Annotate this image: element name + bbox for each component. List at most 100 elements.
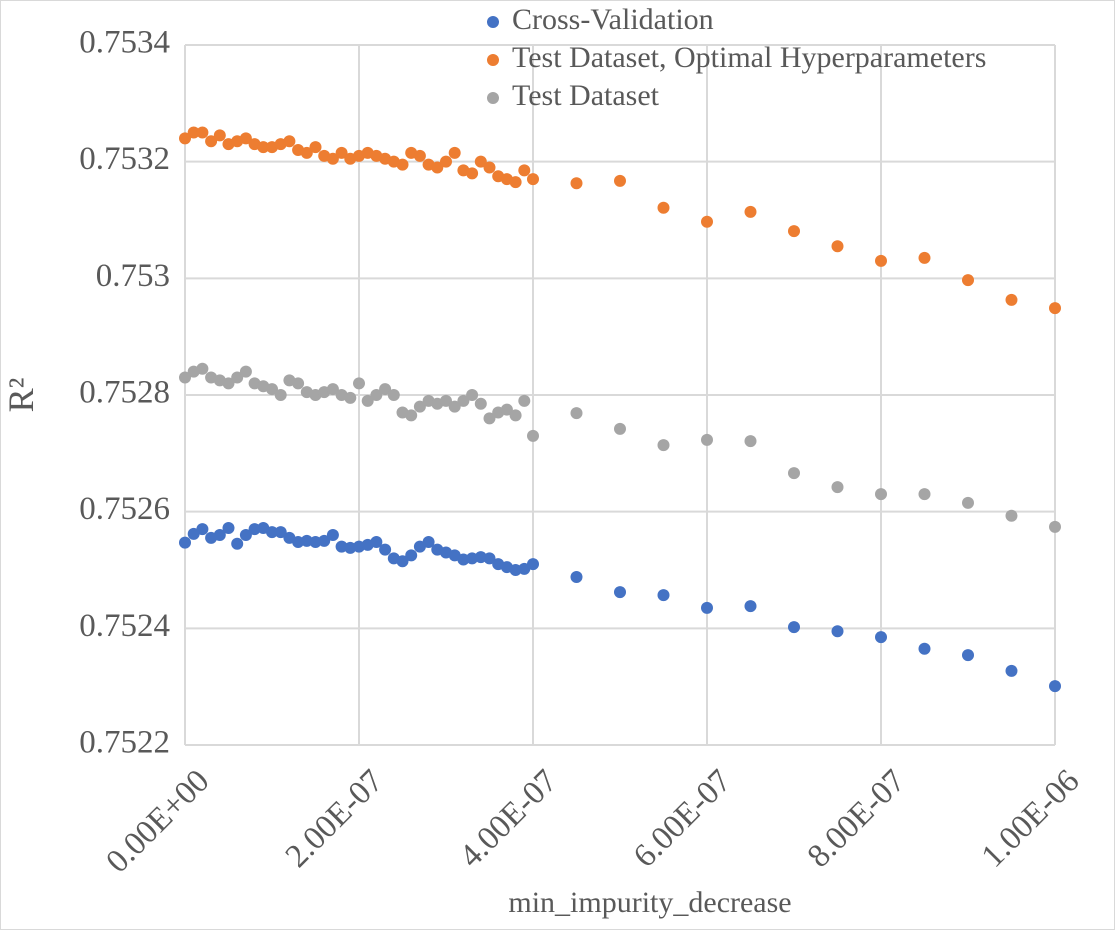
point (213, 129, 226, 142)
point (570, 177, 583, 190)
y-tick-label: 0.7524 (79, 608, 170, 644)
point (231, 537, 244, 550)
point (962, 649, 974, 662)
point (326, 529, 339, 541)
point (570, 407, 583, 420)
point (283, 135, 296, 148)
y-axis-label: R² (1, 378, 41, 413)
point (570, 571, 583, 583)
point (448, 146, 461, 159)
point (239, 365, 252, 378)
point (788, 225, 800, 238)
point (701, 433, 713, 446)
point (335, 146, 348, 159)
point (1005, 509, 1018, 522)
point (440, 155, 452, 168)
point (222, 377, 235, 390)
point (274, 526, 287, 539)
point (405, 409, 418, 422)
point (518, 164, 531, 177)
points (179, 126, 1061, 693)
point (744, 435, 757, 448)
point (239, 132, 252, 145)
point (196, 362, 209, 375)
point (875, 488, 887, 501)
point (1005, 293, 1018, 306)
point (379, 543, 392, 556)
legend-label: Test Dataset, Optimal Hyperparameters (512, 41, 986, 74)
point (396, 555, 409, 568)
point (466, 167, 479, 180)
y-tick-label: 0.7534 (79, 25, 170, 61)
point (179, 536, 191, 549)
legend-marker (487, 54, 499, 66)
point (614, 422, 626, 435)
point (527, 558, 539, 571)
point (788, 621, 800, 634)
point (187, 126, 200, 139)
y-tick-label: 0.7532 (79, 141, 170, 177)
point (744, 600, 757, 613)
point (474, 397, 487, 410)
point (292, 377, 305, 390)
point (413, 400, 426, 413)
point (422, 536, 435, 548)
legend-marker (487, 16, 499, 28)
point (701, 601, 713, 614)
point (831, 625, 844, 638)
point (509, 176, 522, 189)
point (527, 173, 539, 186)
point (657, 201, 670, 214)
point (196, 126, 209, 139)
point (466, 389, 479, 401)
point (179, 132, 191, 145)
point (483, 552, 496, 565)
point (918, 488, 931, 501)
point (413, 149, 426, 162)
point (918, 642, 931, 655)
point (326, 383, 339, 396)
point (509, 409, 522, 422)
point (831, 481, 844, 494)
point (744, 205, 757, 218)
point (518, 394, 531, 407)
y-tick-label: 0.7528 (79, 375, 170, 411)
y-tick-label: 0.7522 (79, 725, 170, 761)
point (1049, 680, 1061, 693)
point (500, 403, 513, 416)
point (353, 377, 365, 390)
point (370, 389, 383, 401)
point (318, 534, 331, 547)
point (344, 391, 357, 404)
point (440, 394, 452, 407)
point (918, 251, 931, 264)
point (205, 135, 218, 148)
point (448, 400, 461, 413)
point (196, 523, 209, 536)
point (875, 254, 887, 267)
point (405, 549, 418, 562)
point (657, 589, 670, 602)
legend-marker (487, 92, 499, 104)
point (431, 161, 444, 174)
point (179, 371, 191, 384)
point (379, 383, 392, 396)
point (396, 158, 409, 171)
point (370, 536, 383, 548)
point (274, 389, 287, 401)
y-tick-label: 0.753 (96, 258, 170, 294)
point (266, 383, 278, 396)
point (213, 529, 226, 541)
point (239, 529, 252, 541)
point (300, 146, 313, 159)
point (222, 522, 235, 534)
point (962, 274, 974, 287)
y-tick-label: 0.7526 (79, 491, 170, 527)
point (701, 215, 713, 228)
point (614, 586, 626, 599)
point (1049, 520, 1061, 533)
point (483, 161, 496, 174)
